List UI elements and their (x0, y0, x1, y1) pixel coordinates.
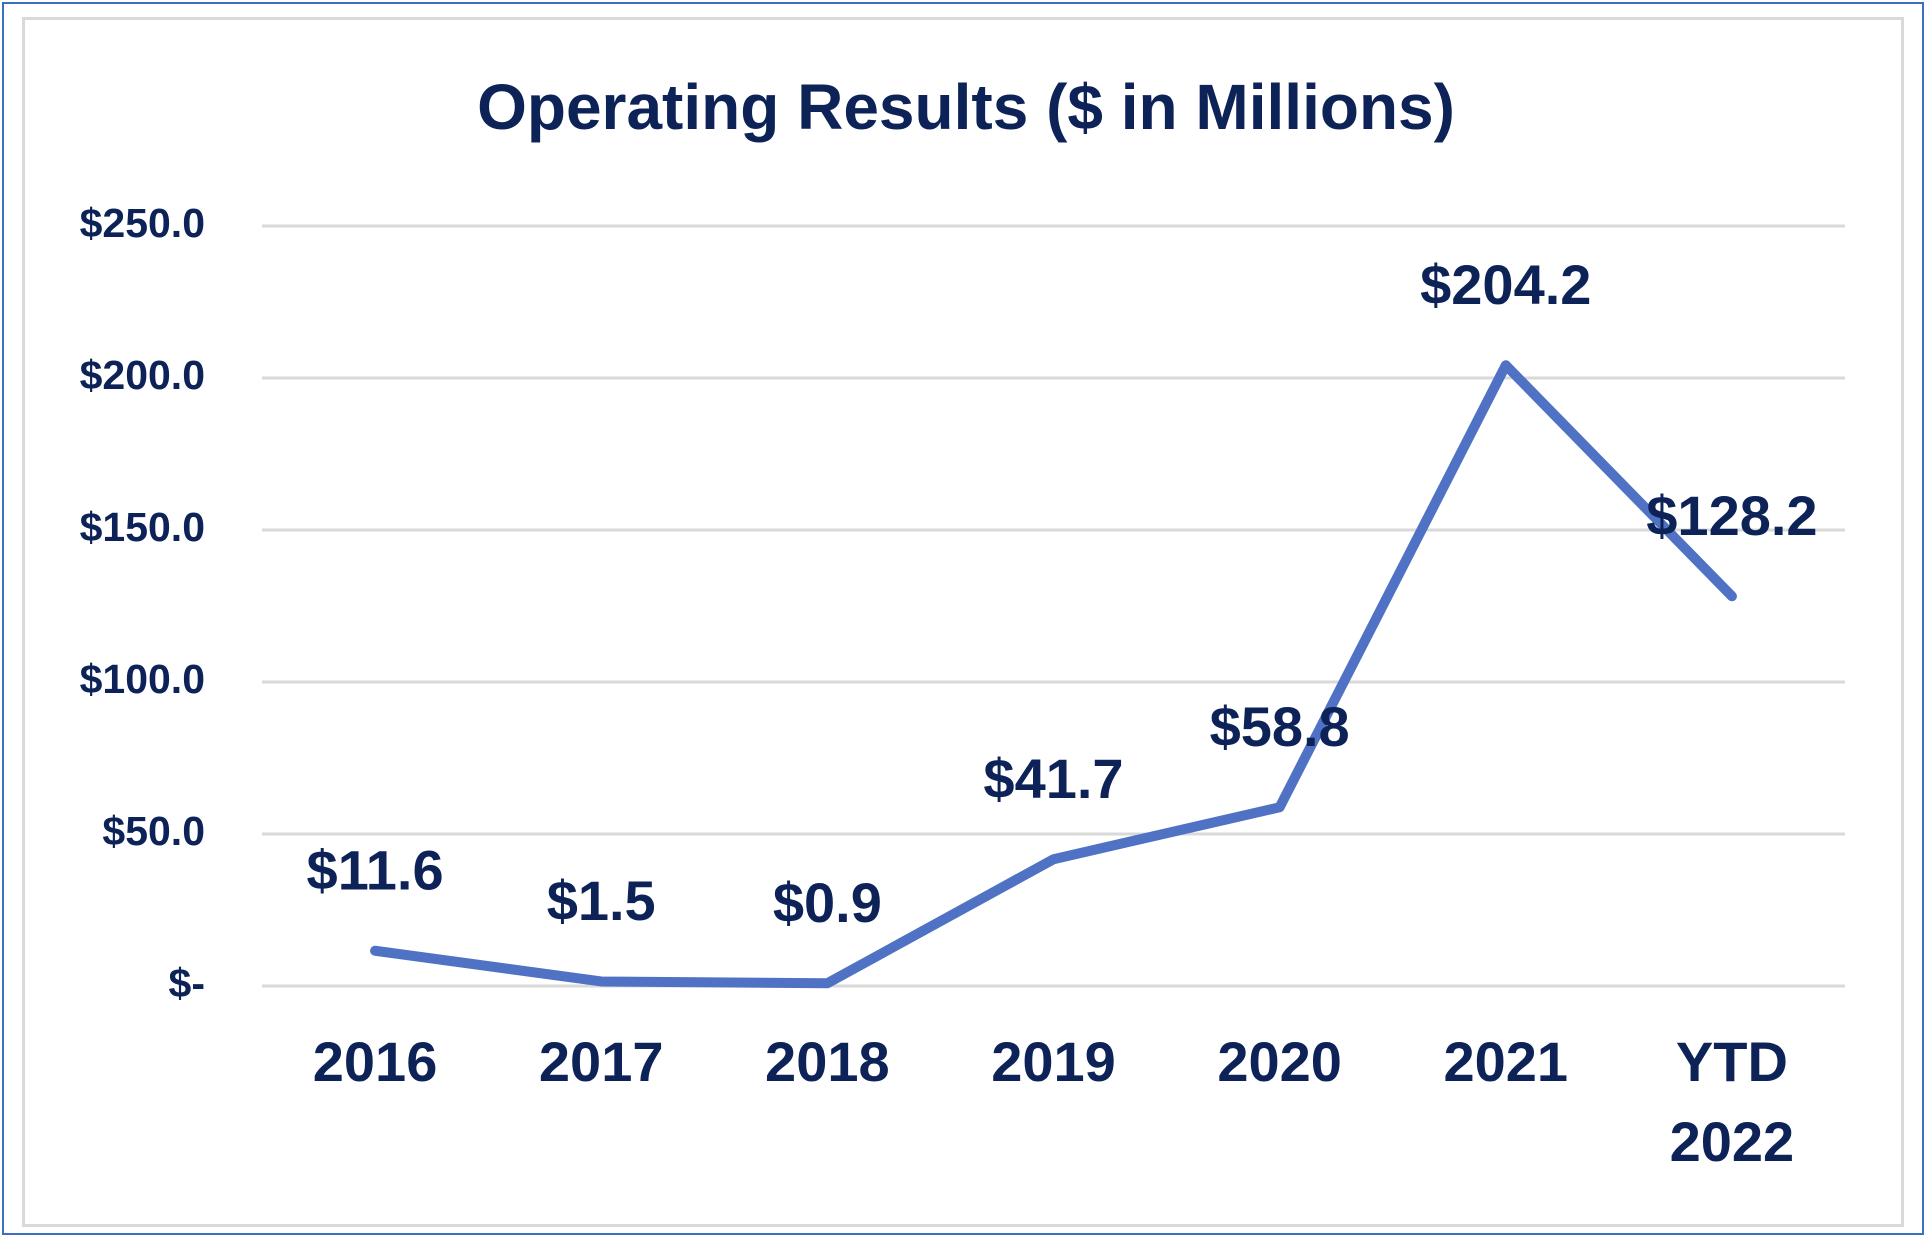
x-tick-label: 2018 (765, 1030, 890, 1093)
data-label: $128.2 (1646, 484, 1817, 547)
x-tick-label: YTD 2022 (1669, 1030, 1795, 1173)
data-label: $1.5 (547, 869, 656, 932)
y-tick-label: $- (169, 960, 205, 1006)
data-label: $58.8 (1210, 695, 1350, 758)
y-tick-label: $150.0 (80, 504, 205, 550)
x-tick-label: 2016 (312, 1030, 438, 1093)
data-label: $11.6 (307, 839, 444, 902)
chart-frame (22, 17, 1904, 1227)
y-tick-label: $50.0 (102, 808, 205, 854)
x-tick-label: 2017 (538, 1030, 664, 1093)
y-tick-label: $250.0 (80, 200, 205, 246)
data-label: $41.7 (983, 747, 1123, 810)
chart-title: Operating Results ($ in Millions) (477, 71, 1455, 143)
data-label: $204.2 (1420, 253, 1591, 316)
y-tick-label: $100.0 (80, 656, 205, 702)
x-tick-label: 2020 (1217, 1030, 1342, 1093)
line (370, 360, 1737, 989)
data-label: $0.9 (773, 871, 882, 934)
x-tick-label: 2021 (1443, 1030, 1569, 1093)
y-tick-label: $200.0 (80, 352, 205, 398)
x-tick-label: 2019 (991, 1030, 1116, 1093)
